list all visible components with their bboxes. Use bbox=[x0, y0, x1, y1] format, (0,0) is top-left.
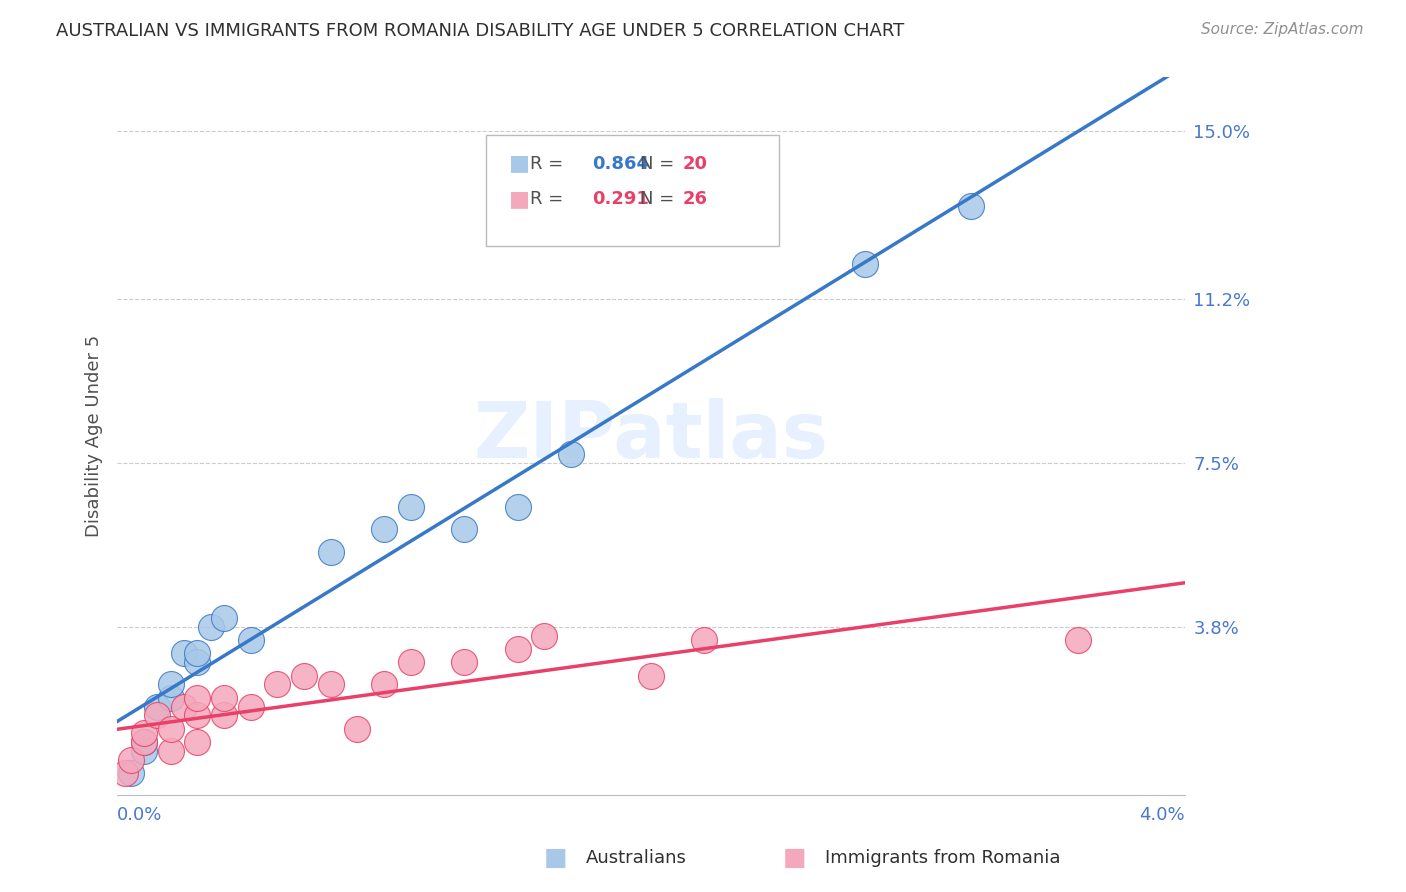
Point bbox=[120, 766, 142, 780]
Point bbox=[186, 708, 208, 723]
Point bbox=[159, 744, 181, 758]
Point bbox=[960, 199, 983, 213]
Point bbox=[146, 699, 169, 714]
Text: Australians: Australians bbox=[586, 849, 688, 867]
Point bbox=[506, 642, 529, 657]
Text: ■: ■ bbox=[509, 153, 530, 174]
FancyBboxPatch shape bbox=[485, 135, 779, 246]
Text: R =: R = bbox=[530, 154, 569, 172]
Text: 0.864: 0.864 bbox=[592, 154, 650, 172]
Point bbox=[640, 668, 662, 682]
Text: R =: R = bbox=[530, 191, 569, 209]
Text: 0.0%: 0.0% bbox=[117, 806, 163, 824]
Point bbox=[239, 699, 262, 714]
Point bbox=[453, 655, 475, 669]
Text: 0.291: 0.291 bbox=[592, 191, 650, 209]
Point bbox=[159, 690, 181, 705]
Point bbox=[373, 677, 395, 691]
Point bbox=[373, 522, 395, 536]
Text: Source: ZipAtlas.com: Source: ZipAtlas.com bbox=[1201, 22, 1364, 37]
Point bbox=[853, 256, 876, 270]
Text: ■: ■ bbox=[509, 189, 530, 210]
Point bbox=[1067, 633, 1090, 648]
Point bbox=[159, 722, 181, 736]
Point bbox=[159, 677, 181, 691]
Point bbox=[319, 677, 342, 691]
Y-axis label: Disability Age Under 5: Disability Age Under 5 bbox=[86, 335, 103, 538]
Point bbox=[292, 668, 315, 682]
Point bbox=[132, 735, 155, 749]
Point bbox=[319, 544, 342, 558]
Text: ZIPatlas: ZIPatlas bbox=[474, 399, 828, 475]
Point bbox=[120, 753, 142, 767]
Point bbox=[173, 699, 195, 714]
Text: 26: 26 bbox=[683, 191, 709, 209]
Point bbox=[453, 522, 475, 536]
Point bbox=[173, 647, 195, 661]
Text: Immigrants from Romania: Immigrants from Romania bbox=[825, 849, 1060, 867]
Point bbox=[266, 677, 288, 691]
Text: N =: N = bbox=[640, 191, 681, 209]
Point bbox=[212, 611, 235, 625]
Point bbox=[399, 655, 422, 669]
Point bbox=[346, 722, 368, 736]
Point bbox=[132, 744, 155, 758]
Point bbox=[186, 690, 208, 705]
Point bbox=[560, 447, 582, 461]
Point bbox=[114, 766, 136, 780]
Point bbox=[533, 629, 555, 643]
Point bbox=[186, 655, 208, 669]
Point bbox=[132, 735, 155, 749]
Text: AUSTRALIAN VS IMMIGRANTS FROM ROMANIA DISABILITY AGE UNDER 5 CORRELATION CHART: AUSTRALIAN VS IMMIGRANTS FROM ROMANIA DI… bbox=[56, 22, 904, 40]
Point bbox=[186, 647, 208, 661]
Text: ■: ■ bbox=[783, 847, 806, 870]
Text: ■: ■ bbox=[544, 847, 567, 870]
Point bbox=[186, 735, 208, 749]
Point bbox=[146, 708, 169, 723]
Text: N =: N = bbox=[640, 154, 681, 172]
Point bbox=[239, 633, 262, 648]
Point bbox=[399, 500, 422, 515]
Point bbox=[506, 500, 529, 515]
Point bbox=[200, 620, 222, 634]
Text: 4.0%: 4.0% bbox=[1139, 806, 1185, 824]
Point bbox=[693, 633, 716, 648]
Text: 20: 20 bbox=[683, 154, 709, 172]
Point bbox=[212, 690, 235, 705]
Point bbox=[132, 726, 155, 740]
Point bbox=[212, 708, 235, 723]
